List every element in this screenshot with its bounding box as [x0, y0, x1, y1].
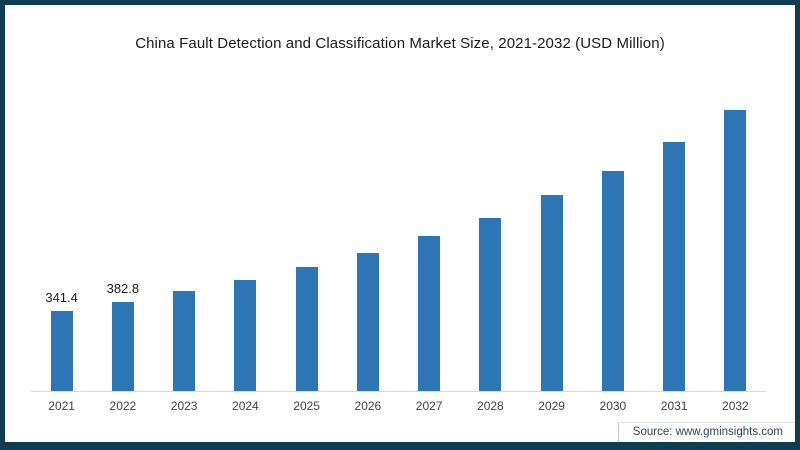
bar	[50, 311, 73, 391]
bar	[111, 302, 134, 391]
x-axis-labels: 2021 2022 2023 2024 2025 2026 2027 2028 2029 2030…	[31, 392, 766, 413]
bar	[663, 142, 686, 391]
bar-slot	[154, 90, 215, 391]
bar-chart: 341.4 382.8 2021 2022 2023 2024 2025 2026 2027 2…	[5, 90, 795, 413]
x-tick-label: 2027	[415, 399, 443, 413]
bar	[418, 236, 441, 391]
bar	[724, 110, 747, 391]
bar	[356, 253, 379, 391]
x-tick-label: 2032	[722, 399, 749, 413]
x-tick-label: 2022	[109, 399, 137, 413]
bar-slot	[582, 90, 643, 391]
bar	[540, 195, 563, 391]
x-tick-label: 2028	[477, 399, 504, 413]
x-tick-label: 2025	[293, 399, 320, 413]
bar-slot	[337, 90, 398, 391]
x-tick-label: 2023	[170, 399, 198, 413]
plot-area: 341.4 382.8	[31, 90, 766, 392]
bar	[234, 280, 257, 391]
x-tick-label: 2026	[354, 399, 382, 413]
chart-title: China Fault Detection and Classification…	[135, 35, 665, 52]
bar-slot	[521, 90, 582, 391]
bar-slot	[460, 90, 521, 391]
bar-slot: 341.4	[31, 90, 92, 391]
bar-slot	[215, 90, 276, 391]
bar-value-label: 341.4	[45, 290, 78, 305]
bar	[295, 267, 318, 391]
bar-slot	[399, 90, 460, 391]
bar	[601, 171, 624, 391]
x-tick-label: 2029	[538, 399, 565, 413]
x-tick-label: 2031	[660, 399, 688, 413]
bar-slot	[705, 90, 766, 391]
x-tick-label: 2024	[232, 399, 259, 413]
x-tick-label: 2030	[599, 399, 627, 413]
source-attribution: Source: www.gminsights.com	[617, 422, 795, 442]
bar	[173, 291, 196, 391]
bar-value-label: 382.8	[106, 281, 140, 296]
bar-slot	[276, 90, 337, 391]
bar-slot: 382.8	[92, 90, 153, 391]
bar	[479, 218, 502, 391]
x-tick-label: 2021	[48, 399, 75, 413]
bar-slot	[644, 90, 705, 391]
